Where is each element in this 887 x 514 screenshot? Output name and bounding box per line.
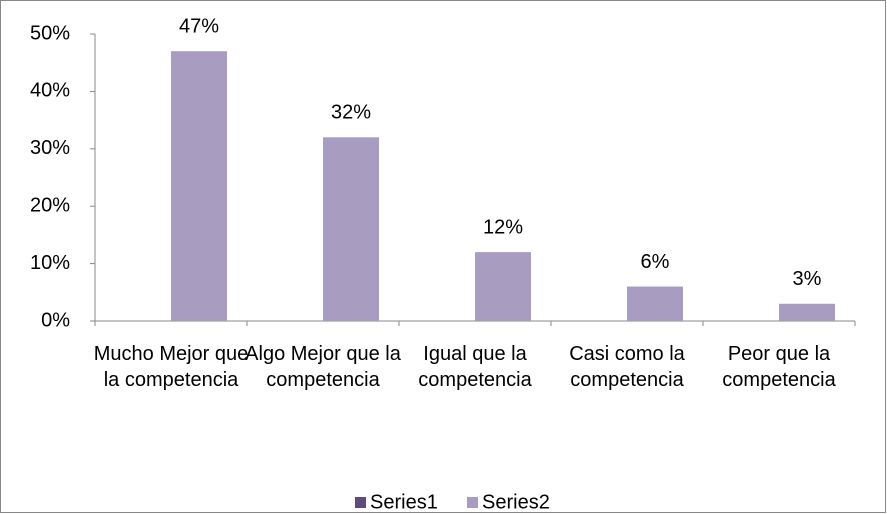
data-label: 47% bbox=[179, 16, 219, 38]
bar bbox=[475, 252, 531, 321]
x-tick-label-box: Peor que la competencia bbox=[722, 343, 836, 391]
data-label: 3% bbox=[793, 268, 822, 290]
legend-label: Series1 bbox=[370, 491, 438, 513]
x-tick-label: Algo Mejor que la competencia bbox=[245, 343, 401, 391]
data-label: 32% bbox=[331, 102, 371, 124]
y-tick-label: 50% bbox=[30, 22, 70, 44]
x-tick-label: Peor que la competencia bbox=[722, 343, 836, 391]
bar bbox=[171, 51, 227, 321]
y-tick-label: 10% bbox=[30, 252, 70, 274]
x-tick-label-box: Algo Mejor que la competencia bbox=[245, 343, 401, 391]
bar bbox=[779, 303, 835, 321]
bar bbox=[627, 286, 683, 321]
legend-label: Series2 bbox=[482, 491, 550, 513]
x-tick-label: Igual que la competencia bbox=[418, 343, 532, 391]
y-tick-label: 0% bbox=[41, 309, 70, 331]
y-tick-label: 30% bbox=[30, 137, 70, 159]
x-tick-label: Casi como la competencia bbox=[569, 343, 685, 391]
data-label: 12% bbox=[483, 216, 523, 238]
bar bbox=[323, 137, 379, 321]
x-tick-label: Mucho Mejor que la competencia bbox=[93, 343, 249, 391]
x-tick-label-box: Igual que la competencia bbox=[418, 343, 532, 391]
y-tick-label: 40% bbox=[30, 80, 70, 102]
x-tick-label-box: Mucho Mejor que la competencia bbox=[93, 343, 249, 391]
y-tick-label: 20% bbox=[30, 194, 70, 216]
legend-swatch bbox=[467, 497, 478, 508]
x-tick-label-box: Casi como la competencia bbox=[569, 343, 685, 391]
data-label: 6% bbox=[641, 251, 670, 273]
legend-swatch bbox=[355, 497, 366, 508]
